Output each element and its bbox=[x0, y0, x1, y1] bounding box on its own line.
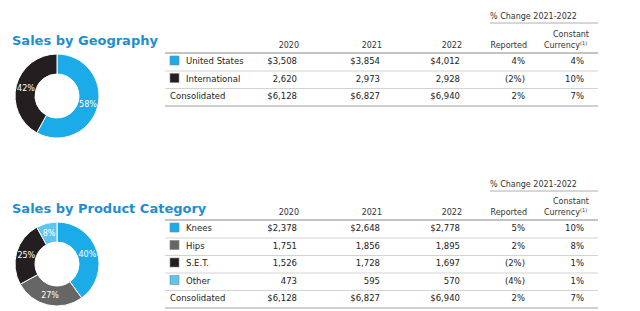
column-header: 2020 bbox=[279, 208, 299, 217]
rule bbox=[165, 290, 598, 291]
cell: 4% bbox=[512, 56, 526, 66]
donut-slice bbox=[15, 54, 57, 133]
cell: 7% bbox=[571, 91, 585, 101]
column-header: Reported bbox=[490, 41, 527, 50]
rule bbox=[165, 71, 598, 72]
cell: 4% bbox=[571, 56, 585, 66]
cell: $2,648 bbox=[350, 223, 380, 233]
cell: 5% bbox=[512, 223, 526, 233]
cell: 10% bbox=[565, 74, 584, 84]
row-label: Consolidated bbox=[170, 91, 225, 101]
cell: 595 bbox=[364, 276, 380, 286]
cell: 2% bbox=[512, 91, 526, 101]
cell: 2,928 bbox=[436, 74, 460, 84]
column-header: 2022 bbox=[442, 208, 462, 217]
row-label: Other bbox=[186, 276, 211, 286]
rule bbox=[490, 23, 598, 24]
cell: $4,012 bbox=[430, 56, 460, 66]
row-label: Consolidated bbox=[170, 293, 225, 303]
data-label: 58% bbox=[79, 100, 97, 109]
column-header: Reported bbox=[490, 208, 527, 217]
cell: 1,526 bbox=[273, 258, 297, 268]
cell: 2,973 bbox=[356, 74, 380, 84]
donut-chart bbox=[15, 54, 99, 138]
data-label: 25% bbox=[17, 251, 35, 260]
rule bbox=[165, 238, 598, 239]
column-header: Currency bbox=[544, 208, 580, 217]
cell: 8% bbox=[571, 241, 585, 251]
column-header: 2021 bbox=[362, 41, 382, 50]
cell: $6,827 bbox=[350, 91, 380, 101]
rule bbox=[165, 88, 598, 89]
legend-swatch bbox=[170, 223, 179, 232]
chart-title: Sales by Product Category bbox=[12, 201, 207, 216]
cell: $6,940 bbox=[430, 293, 460, 303]
rule bbox=[490, 191, 598, 192]
table: % Change 2021-2022 2020 2021 2022 Reported Co… bbox=[165, 180, 598, 308]
cell: 1% bbox=[571, 258, 585, 268]
cell: $3,508 bbox=[267, 56, 297, 66]
cell: $2,778 bbox=[430, 223, 460, 233]
cell: (2%) bbox=[505, 74, 525, 84]
legend-swatch bbox=[170, 241, 179, 250]
figure: 58% 42% Sales by Geography 40% 27% 25% 8% Sales… bbox=[0, 0, 640, 311]
cell: 1% bbox=[571, 276, 585, 286]
legend-swatch bbox=[170, 74, 179, 83]
table: % Change 2021-2022 2020 2021 2022 Reported Co… bbox=[165, 12, 598, 106]
column-header: 2022 bbox=[442, 41, 462, 50]
row-label: Knees bbox=[186, 223, 212, 233]
data-label: 40% bbox=[79, 250, 97, 259]
cell: $6,128 bbox=[267, 91, 297, 101]
cell: 570 bbox=[444, 276, 460, 286]
cell: (4%) bbox=[505, 276, 525, 286]
cell: $6,827 bbox=[350, 293, 380, 303]
footnote-marker: (1) bbox=[580, 40, 587, 46]
cell: 473 bbox=[281, 276, 297, 286]
column-header: 2020 bbox=[279, 41, 299, 50]
data-label: 8% bbox=[43, 229, 56, 238]
background bbox=[0, 0, 640, 311]
cell: 1,728 bbox=[356, 258, 380, 268]
donut-chart bbox=[15, 222, 99, 306]
column-header: Constant bbox=[553, 197, 589, 206]
footnote-marker: (1) bbox=[580, 207, 587, 213]
rule bbox=[165, 255, 598, 256]
row-label: International bbox=[186, 74, 240, 84]
donut-slice bbox=[37, 222, 57, 245]
rule bbox=[165, 273, 598, 274]
group-header: % Change 2021-2022 bbox=[490, 12, 577, 21]
legend-swatch bbox=[170, 56, 179, 65]
cell: $2,378 bbox=[267, 223, 297, 233]
cell: 2,620 bbox=[273, 74, 297, 84]
chart-title: Sales by Geography bbox=[12, 33, 158, 48]
cell: 1,697 bbox=[436, 258, 460, 268]
cell: 7% bbox=[571, 293, 585, 303]
cell: $6,128 bbox=[267, 293, 297, 303]
legend-swatch bbox=[170, 258, 179, 267]
cell: 2% bbox=[512, 293, 526, 303]
row-label: Hips bbox=[186, 241, 205, 251]
data-label: 42% bbox=[17, 84, 35, 93]
column-header: 2021 bbox=[362, 208, 382, 217]
legend-swatch bbox=[170, 276, 179, 285]
page: {"chart_data": [ {"type": "pie", "title"… bbox=[0, 0, 640, 311]
cell: (2%) bbox=[505, 258, 525, 268]
rule bbox=[165, 53, 598, 54]
cell: $3,854 bbox=[350, 56, 380, 66]
row-label: S.E.T. bbox=[186, 258, 209, 268]
column-header: Constant bbox=[553, 30, 589, 39]
cell: 1,895 bbox=[436, 241, 460, 251]
row-label: United States bbox=[186, 56, 244, 66]
cell: $6,940 bbox=[430, 91, 460, 101]
cell: 10% bbox=[565, 223, 584, 233]
rule bbox=[165, 106, 598, 107]
column-header: Currency bbox=[544, 41, 580, 50]
rule bbox=[165, 220, 598, 221]
cell: 1,751 bbox=[273, 241, 297, 251]
group-header: % Change 2021-2022 bbox=[490, 180, 577, 189]
data-label: 27% bbox=[41, 291, 59, 300]
cell: 2% bbox=[512, 241, 526, 251]
rule bbox=[165, 308, 598, 309]
cell: 1,856 bbox=[356, 241, 380, 251]
